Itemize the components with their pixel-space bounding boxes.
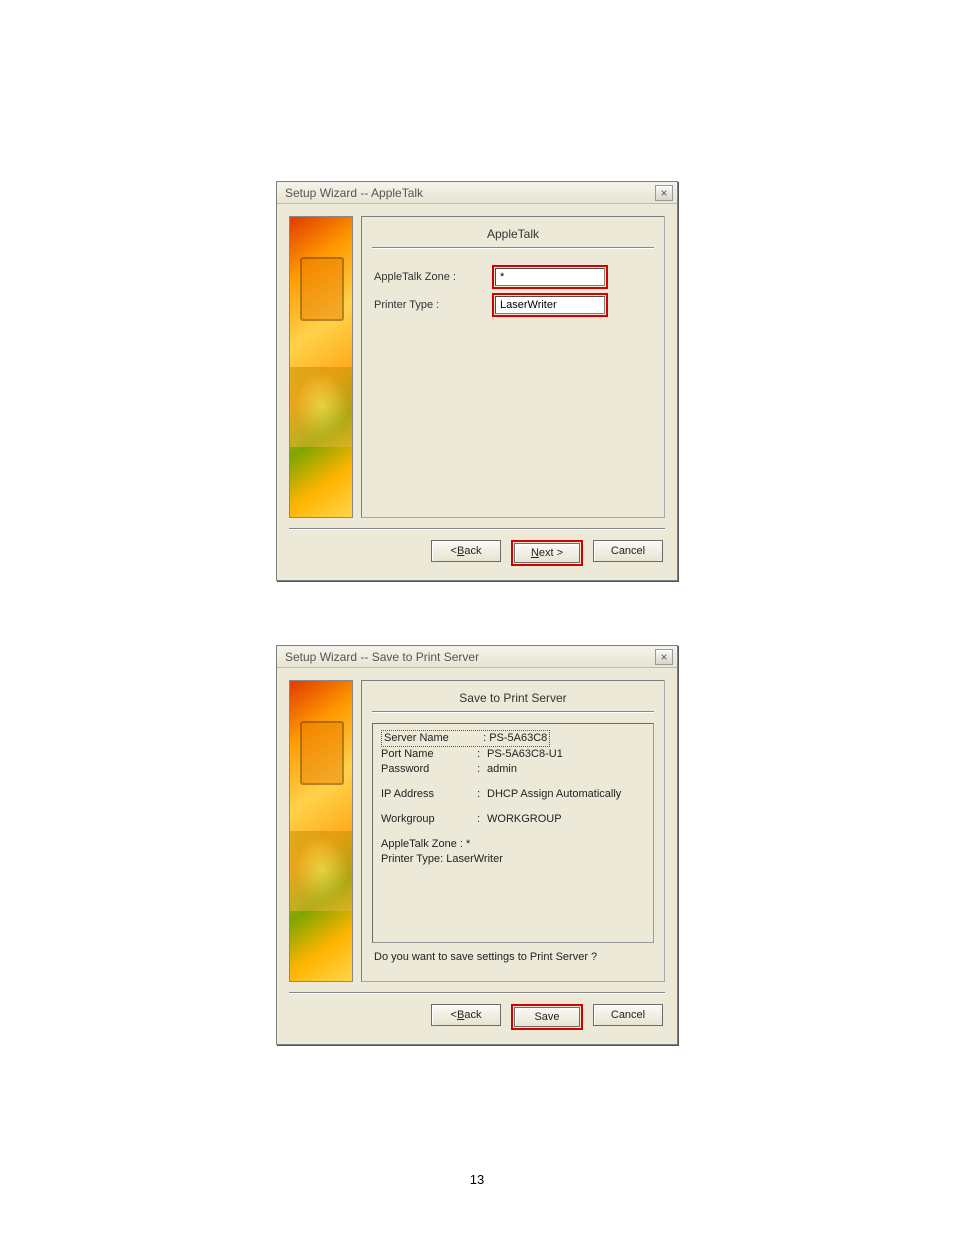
window-title: Setup Wizard -- AppleTalk xyxy=(281,186,423,200)
next-highlight: Next > xyxy=(511,540,583,566)
printer-input[interactable] xyxy=(495,296,605,314)
server-name-value: PS-5A63C8 xyxy=(489,732,547,744)
ip-label: IP Address xyxy=(381,787,477,802)
ptype-row: Printer Type: LaserWriter xyxy=(381,852,645,867)
divider xyxy=(372,247,654,249)
page-number: 13 xyxy=(470,1172,484,1187)
atzone-row: AppleTalk Zone : * xyxy=(381,837,645,852)
dialog-body: AppleTalk AppleTalk Zone : Printer Type … xyxy=(277,204,677,580)
titlebar: Setup Wizard -- Save to Print Server × xyxy=(277,646,677,668)
password-value: admin xyxy=(487,762,517,777)
dialog-appletalk: Setup Wizard -- AppleTalk × AppleTalk Ap… xyxy=(276,181,678,581)
port-name-label: Port Name xyxy=(381,747,477,762)
back-button[interactable]: < Back xyxy=(431,1004,501,1026)
port-name-value: PS-5A63C8-U1 xyxy=(487,747,563,762)
form-area: AppleTalk Zone : Printer Type : xyxy=(362,259,664,319)
save-highlight: Save xyxy=(511,1004,583,1030)
divider xyxy=(289,992,665,994)
workgroup-row: Workgroup : WORKGROUP xyxy=(381,812,645,827)
printer-row: Printer Type : xyxy=(374,291,654,319)
dialog-save: Setup Wizard -- Save to Print Server × S… xyxy=(276,645,678,1045)
button-row: < Back Save Cancel xyxy=(289,1004,665,1034)
save-prompt: Do you want to save settings to Print Se… xyxy=(362,943,664,963)
summary-panel: Save to Print Server Server Name : PS-5A… xyxy=(361,680,665,982)
panel-title: Save to Print Server xyxy=(362,681,664,711)
summary-box: Server Name : PS-5A63C8 Port Name : PS-5… xyxy=(372,723,654,943)
zone-row: AppleTalk Zone : xyxy=(374,263,654,291)
divider xyxy=(289,528,665,530)
wizard-side-image xyxy=(289,680,353,982)
colon: : xyxy=(483,732,486,744)
window-frame: Setup Wizard -- Save to Print Server × S… xyxy=(276,645,678,1045)
window-frame: Setup Wizard -- AppleTalk × AppleTalk Ap… xyxy=(276,181,678,581)
save-button[interactable]: Save xyxy=(514,1007,580,1027)
content-row: AppleTalk AppleTalk Zone : Printer Type … xyxy=(289,216,665,518)
printer-label: Printer Type : xyxy=(374,299,492,311)
content-row: Save to Print Server Server Name : PS-5A… xyxy=(289,680,665,982)
next-button[interactable]: Next > xyxy=(514,543,580,563)
zone-input[interactable] xyxy=(495,268,605,286)
wizard-side-image xyxy=(289,216,353,518)
back-button[interactable]: < Back xyxy=(431,540,501,562)
window-title: Setup Wizard -- Save to Print Server xyxy=(281,650,479,664)
close-icon[interactable]: × xyxy=(655,649,673,665)
cancel-button[interactable]: Cancel xyxy=(593,1004,663,1026)
server-name-label: Server Name xyxy=(384,731,480,746)
password-label: Password xyxy=(381,762,477,777)
divider xyxy=(372,711,654,713)
atzone-line: AppleTalk Zone : * xyxy=(381,837,470,852)
server-name-row: Server Name : PS-5A63C8 xyxy=(381,730,645,747)
zone-label: AppleTalk Zone : xyxy=(374,271,492,283)
panel-title: AppleTalk xyxy=(362,217,664,247)
settings-panel: AppleTalk AppleTalk Zone : Printer Type … xyxy=(361,216,665,518)
printer-highlight xyxy=(492,293,608,317)
titlebar: Setup Wizard -- AppleTalk × xyxy=(277,182,677,204)
port-name-row: Port Name : PS-5A63C8-U1 xyxy=(381,747,645,762)
focused-row: Server Name : PS-5A63C8 xyxy=(381,730,550,747)
close-icon[interactable]: × xyxy=(655,185,673,201)
workgroup-label: Workgroup xyxy=(381,812,477,827)
button-row: < Back Next > Cancel xyxy=(289,540,665,570)
ptype-line: Printer Type: LaserWriter xyxy=(381,852,503,867)
workgroup-value: WORKGROUP xyxy=(487,812,562,827)
ip-value: DHCP Assign Automatically xyxy=(487,787,621,802)
ip-row: IP Address : DHCP Assign Automatically xyxy=(381,787,645,802)
zone-highlight xyxy=(492,265,608,289)
dialog-body: Save to Print Server Server Name : PS-5A… xyxy=(277,668,677,1044)
cancel-button[interactable]: Cancel xyxy=(593,540,663,562)
password-row: Password : admin xyxy=(381,762,645,777)
